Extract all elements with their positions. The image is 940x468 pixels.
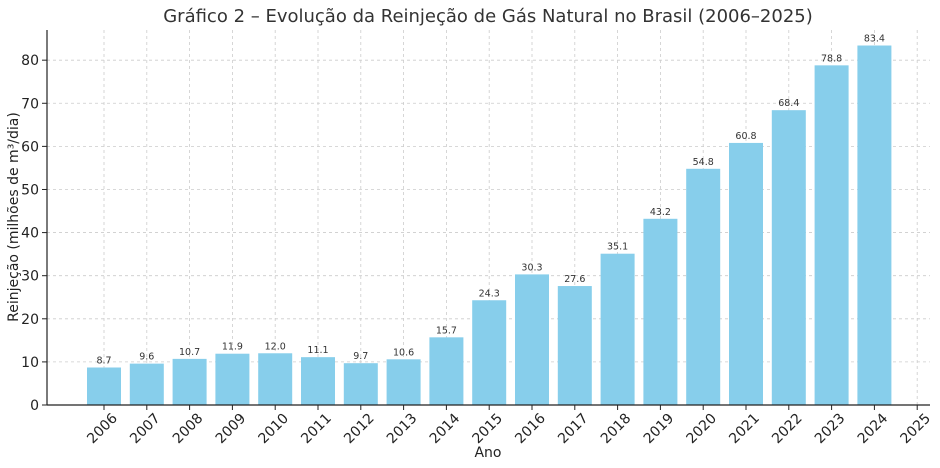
bar xyxy=(172,358,207,405)
x-tick-label: 2025 xyxy=(898,411,935,448)
x-tick-label: 2017 xyxy=(555,411,592,448)
data-label: 78.8 xyxy=(821,53,842,64)
x-tick-label: 2013 xyxy=(384,411,421,448)
bars xyxy=(87,45,892,406)
x-tick-label: 2012 xyxy=(341,411,378,448)
x-tick-label: 2024 xyxy=(855,410,892,447)
y-tick-label: 70 xyxy=(21,96,39,112)
data-label: 15.7 xyxy=(436,325,457,336)
data-label: 68.4 xyxy=(778,98,799,109)
data-label: 60.8 xyxy=(735,131,756,142)
bar xyxy=(729,142,763,405)
x-tick-label: 2020 xyxy=(684,411,721,448)
data-label: 83.4 xyxy=(864,34,885,45)
data-label: 9.7 xyxy=(353,351,368,362)
x-tick-label: 2009 xyxy=(213,411,250,448)
y-tick-label: 0 xyxy=(30,398,39,414)
bar xyxy=(215,353,250,405)
data-labels: 8.7 9.6 10.7 11.9 12.0 11.1 9.7 10.6 15.7 24.3 30.… xyxy=(96,34,885,367)
bar xyxy=(343,363,378,405)
data-label: 10.6 xyxy=(393,347,414,358)
x-tick-label: 2023 xyxy=(812,411,849,448)
data-label: 8.7 xyxy=(96,356,111,367)
data-label: 43.2 xyxy=(650,207,671,218)
data-label: 11.1 xyxy=(307,345,328,356)
y-tick-label: 10 xyxy=(21,355,39,371)
y-tick-label: 60 xyxy=(21,139,39,155)
bar xyxy=(515,274,549,405)
data-label: 12.0 xyxy=(265,341,286,352)
bar xyxy=(557,286,592,405)
bar xyxy=(814,65,849,406)
x-tick-label: 2006 xyxy=(84,410,121,447)
x-tick-label: 2022 xyxy=(769,411,806,448)
x-axis-label: Ano xyxy=(474,445,501,461)
x-tick-label: 2010 xyxy=(256,411,293,448)
bar xyxy=(857,45,892,405)
bar xyxy=(686,168,721,405)
y-tick-label: 80 xyxy=(21,53,39,69)
y-tick-label: 50 xyxy=(21,182,39,198)
x-tick-label: 2019 xyxy=(641,411,678,448)
data-label: 54.8 xyxy=(693,157,714,168)
data-label: 10.7 xyxy=(179,347,200,358)
x-tick-label: 2018 xyxy=(598,411,635,448)
data-label: 27.6 xyxy=(564,274,585,285)
data-label: 30.3 xyxy=(521,262,542,273)
bar xyxy=(472,300,507,405)
y-axis-label: Reinjeção (milhões de m³/dia) xyxy=(6,112,22,322)
bar xyxy=(600,253,635,405)
bar xyxy=(301,357,335,405)
y-tick-label: 20 xyxy=(21,312,39,328)
bar xyxy=(129,363,164,405)
x-tick-label: 2007 xyxy=(127,411,164,448)
x-tick-label: 2008 xyxy=(170,411,207,448)
y-tick-label: 40 xyxy=(21,226,39,242)
data-label: 35.1 xyxy=(607,242,628,253)
bar xyxy=(643,218,678,405)
bar xyxy=(258,353,293,405)
x-tick-label: 2016 xyxy=(512,410,549,447)
x-tick-label: 2014 xyxy=(427,410,464,447)
data-label: 11.9 xyxy=(222,342,243,353)
bar xyxy=(771,110,806,405)
x-tick-label: 2021 xyxy=(726,411,763,448)
data-label: 24.3 xyxy=(479,288,500,299)
x-tick-label: 2015 xyxy=(470,411,507,448)
data-label: 9.6 xyxy=(139,352,154,363)
bar xyxy=(87,367,121,405)
x-tick-label: 2011 xyxy=(298,411,335,448)
bar xyxy=(429,337,464,405)
bar xyxy=(386,359,421,405)
y-tick-label: 30 xyxy=(21,269,39,285)
chart-title: Gráfico 2 – Evolução da Reinjeção de Gás… xyxy=(163,6,813,27)
